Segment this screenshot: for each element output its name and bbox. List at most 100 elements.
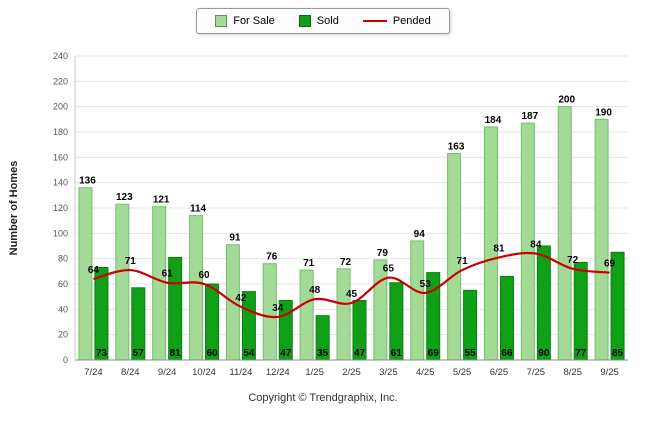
for-sale-value-label: 91 — [229, 233, 241, 244]
bar-for-sale — [299, 269, 314, 361]
pended-value-label: 81 — [493, 243, 505, 254]
pended-value-label: 64 — [88, 265, 100, 276]
bar-for-sale — [410, 240, 425, 361]
x-tick-label: 8/24 — [121, 367, 140, 378]
y-tick-label: 160 — [53, 152, 68, 162]
x-tick-label: 3/25 — [379, 367, 398, 378]
legend: For Sale Sold Pended — [0, 8, 646, 34]
x-tick-label: 5/25 — [453, 367, 472, 378]
pended-value-label: 45 — [346, 289, 358, 300]
sold-value-label: 61 — [391, 348, 403, 359]
for-sale-value-label: 184 — [485, 115, 502, 126]
homes-bar-chart: 0 20 40 60 80 100 120 140 160 180 200 220 240 Number … — [8, 51, 628, 378]
y-tick-label: 200 — [53, 102, 68, 112]
pended-value-label: 42 — [235, 293, 247, 304]
y-tick-label: 180 — [53, 127, 68, 137]
y-tick-label: 40 — [58, 304, 68, 314]
for-sale-value-label: 94 — [414, 229, 426, 240]
sold-value-label: 81 — [170, 348, 182, 359]
sold-value-label: 66 — [501, 348, 513, 359]
sold-value-label: 77 — [575, 348, 587, 359]
sold-value-label: 57 — [133, 348, 145, 359]
pended-value-label: 71 — [125, 256, 137, 267]
for-sale-value-label: 114 — [190, 204, 207, 215]
for-sale-value-label: 136 — [79, 176, 96, 187]
pended-line-icon — [362, 20, 387, 22]
sold-value-label: 90 — [538, 348, 550, 359]
legend-label-sold: Sold — [316, 15, 339, 27]
y-tick-label: 220 — [53, 76, 68, 86]
pended-value-label: 71 — [457, 256, 469, 267]
x-tick-label: 1/25 — [305, 367, 324, 378]
for-sale-value-label: 123 — [116, 192, 133, 203]
sold-value-label: 85 — [612, 348, 624, 359]
for-sale-value-label: 79 — [377, 248, 389, 259]
for-sale-value-label: 121 — [153, 195, 170, 206]
sold-value-label: 55 — [465, 348, 477, 359]
for-sale-value-label: 200 — [558, 95, 575, 106]
y-tick-label: 240 — [53, 51, 68, 61]
sold-value-label: 69 — [428, 348, 440, 359]
pended-value-label: 72 — [567, 255, 579, 266]
x-tick-label: 10/24 — [192, 367, 216, 378]
pended-value-label: 60 — [198, 270, 210, 281]
copyright-text: Copyright © Trendgraphix, Inc. — [248, 392, 398, 404]
y-tick-label: 60 — [58, 279, 68, 289]
y-tick-label: 20 — [58, 330, 68, 340]
sold-swatch-icon — [298, 15, 311, 27]
y-tick-label: 120 — [53, 203, 68, 213]
x-tick-label: 9/24 — [158, 367, 177, 378]
for-sale-value-label: 163 — [448, 142, 465, 153]
pended-value-label: 69 — [604, 259, 616, 270]
pended-value-label: 65 — [383, 264, 395, 275]
x-tick-label: 9/25 — [600, 367, 619, 378]
for-sale-value-label: 187 — [521, 111, 538, 122]
sold-value-label: 35 — [317, 348, 329, 359]
pended-value-label: 84 — [530, 240, 542, 251]
legend-item-for-sale[interactable]: For Sale — [215, 15, 275, 27]
legend-item-pended[interactable]: Pended — [362, 15, 431, 27]
pended-value-label: 53 — [420, 279, 432, 290]
bar-for-sale — [373, 259, 388, 361]
bar-sold — [573, 261, 588, 361]
sold-value-label: 47 — [354, 348, 366, 359]
x-tick-label: 11/24 — [229, 367, 252, 378]
for-sale-value-label: 190 — [595, 107, 612, 118]
bar-for-sale — [189, 215, 204, 361]
for-sale-value-label: 76 — [266, 252, 278, 263]
legend-box: For Sale Sold Pended — [196, 8, 450, 34]
for-sale-swatch-icon — [215, 15, 228, 27]
pended-value-label: 48 — [309, 285, 321, 296]
legend-item-sold[interactable]: Sold — [298, 15, 339, 27]
pended-value-label: 61 — [162, 269, 174, 280]
x-tick-label: 8/25 — [563, 367, 582, 378]
x-tick-label: 7/24 — [84, 367, 103, 378]
bar-for-sale — [115, 203, 130, 361]
bar-for-sale — [557, 106, 572, 361]
sold-value-label: 73 — [96, 348, 108, 359]
x-tick-label: 6/25 — [490, 367, 509, 378]
x-tick-label: 7/25 — [527, 367, 546, 378]
for-sale-value-label: 72 — [340, 257, 352, 268]
y-tick-label: 140 — [53, 178, 68, 188]
x-tick-label: 4/25 — [416, 367, 435, 378]
legend-label-for-sale: For Sale — [233, 15, 275, 27]
x-tick-label: 2/25 — [342, 367, 361, 378]
legend-label-pended: Pended — [392, 15, 431, 27]
x-tick-label: 12/24 — [266, 367, 290, 378]
y-tick-label: 80 — [58, 254, 68, 264]
y-tick-label: 0 — [63, 355, 68, 365]
bar-for-sale — [152, 206, 167, 361]
sold-value-label: 60 — [206, 348, 218, 359]
bar-sold — [94, 267, 109, 361]
pended-line — [93, 251, 610, 319]
sold-value-label: 54 — [243, 348, 255, 359]
y-tick-label: 100 — [53, 228, 68, 238]
bar-sold — [536, 245, 551, 361]
bar-for-sale — [336, 268, 351, 361]
pended-value-label: 34 — [272, 303, 284, 314]
y-axis-title: Number of Homes — [8, 161, 20, 256]
for-sale-value-label: 71 — [303, 258, 315, 269]
sold-value-label: 47 — [280, 348, 292, 359]
